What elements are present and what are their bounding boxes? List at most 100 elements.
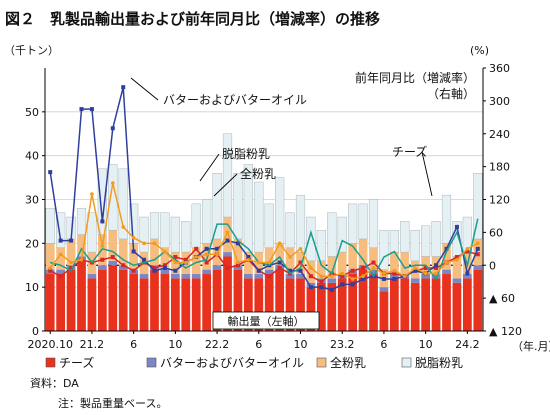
bar-segment: [348, 274, 358, 331]
bar-segment: [389, 252, 399, 275]
line-point: [319, 274, 324, 279]
bar-segment: [275, 269, 285, 331]
right-axis-title-line1: 前年同月比（増減率）: [355, 70, 475, 85]
bar-segment: [191, 278, 201, 331]
line-point: [215, 252, 219, 257]
annotation-leader: [130, 77, 159, 101]
bar-segment: [306, 260, 316, 283]
bar-segment: [97, 269, 107, 331]
line-point: [350, 282, 355, 287]
line-point: [423, 265, 428, 270]
line-point: [392, 271, 397, 276]
line-point: [475, 252, 480, 257]
bar-segment: [108, 230, 118, 261]
line-point: [48, 266, 53, 270]
line-point: [79, 257, 84, 262]
left-tick-label: 0: [32, 325, 39, 338]
bar-segment: [56, 269, 66, 275]
bar-segment: [191, 203, 201, 248]
bar-segment: [160, 212, 170, 248]
bar-segment: [56, 274, 66, 331]
bar-segment: [243, 252, 253, 275]
bar-segment: [233, 265, 243, 270]
line-point: [89, 107, 94, 112]
bar-segment: [150, 238, 159, 266]
bar-segment: [97, 168, 107, 235]
bar-segment: [327, 256, 337, 279]
bar-segment: [285, 247, 295, 275]
right-tick-label: 180: [489, 161, 510, 174]
bar-segment: [77, 234, 86, 257]
bar-segment: [202, 274, 212, 331]
bar-segment: [275, 243, 285, 266]
bar-segment: [254, 181, 264, 253]
bar-segment: [473, 172, 483, 240]
line-point: [340, 271, 345, 276]
line-point: [329, 287, 334, 292]
legend-swatch: [45, 357, 56, 368]
x-tick-label: 22.2: [205, 338, 230, 351]
series-annotation: 脱脂粉乳: [222, 146, 270, 161]
bar-segment: [452, 256, 462, 279]
bar-segment: [285, 274, 295, 279]
line-point: [110, 126, 115, 131]
line-point: [204, 260, 209, 265]
bar-segment: [45, 274, 55, 331]
bar-segment: [118, 168, 128, 240]
bar-axis-label: 輸出量（左軸）: [228, 314, 305, 328]
bar-segment: [452, 278, 462, 283]
left-tick-label: 40: [25, 150, 39, 163]
bar-segment: [243, 278, 253, 331]
source-note: 資料：DA: [30, 376, 79, 390]
line-point: [288, 268, 293, 273]
bar-segment: [389, 278, 399, 331]
line-point: [225, 230, 230, 235]
bar-segment: [139, 274, 149, 279]
bar-segment: [389, 274, 399, 279]
bar-segment: [264, 203, 274, 248]
line-series: [50, 218, 479, 281]
bar-segment: [442, 274, 451, 331]
bar-segment: [275, 177, 285, 244]
right-tick-label: ▲ 60: [489, 292, 515, 305]
line-point: [413, 266, 418, 270]
bar-segment: [389, 229, 399, 253]
line-point: [267, 260, 272, 265]
line-point: [69, 260, 73, 265]
bar-segment: [129, 274, 139, 331]
line-point: [121, 263, 126, 268]
left-tick-label: 10: [25, 281, 39, 294]
bar-segment: [337, 252, 347, 275]
legend-swatch: [316, 357, 327, 368]
line-point: [465, 247, 470, 251]
line-point: [382, 271, 386, 276]
bar-segment: [473, 269, 483, 331]
line-point: [121, 225, 126, 229]
x-tick-label: 10: [419, 338, 433, 351]
line-point: [162, 263, 167, 268]
bar-segment: [87, 278, 97, 331]
bar-segment: [264, 274, 274, 331]
bar-segment: [118, 269, 128, 331]
bar-segment: [118, 265, 128, 270]
line-point: [455, 257, 459, 262]
bar-segment: [223, 252, 232, 257]
bar-segment: [139, 216, 149, 253]
lines-layer: [48, 85, 480, 292]
bar-segment: [212, 265, 222, 270]
line-point: [58, 274, 63, 279]
bar-segment: [45, 208, 55, 244]
line-point: [173, 260, 178, 265]
line-point: [402, 274, 407, 279]
bar-segment: [379, 229, 389, 270]
series-annotation: 全粉乳: [240, 166, 276, 181]
line-point: [194, 246, 199, 251]
line-point: [142, 241, 146, 246]
line-point: [308, 285, 313, 290]
bar-segment: [316, 282, 326, 331]
bar-segment: [223, 256, 232, 331]
bar-segment: [431, 278, 441, 331]
legend: チーズ バターおよびバターオイル 全粉乳 脱脂粉乳: [45, 355, 463, 370]
line-point: [288, 255, 292, 259]
